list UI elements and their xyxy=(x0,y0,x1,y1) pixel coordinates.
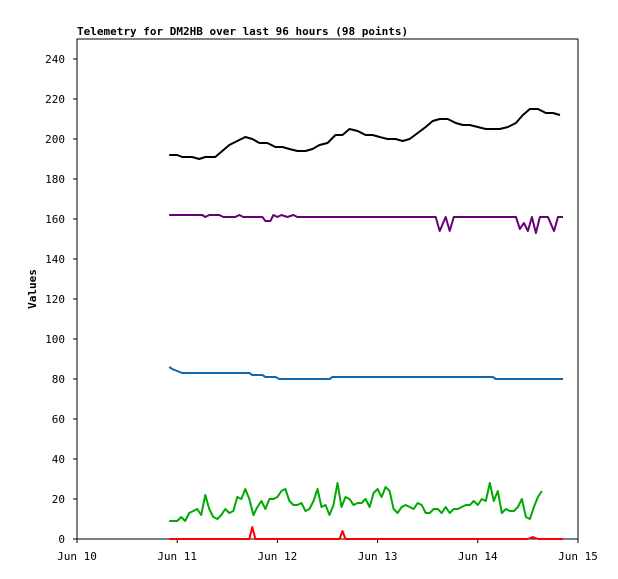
plot-area xyxy=(76,38,579,540)
series-line-2 xyxy=(169,214,563,234)
x-tick-label: Jun 15 xyxy=(558,550,598,563)
x-tick-label: Jun 10 xyxy=(57,550,97,563)
y-tick-label: 60 xyxy=(52,413,65,426)
x-tick-label: Jun 13 xyxy=(358,550,398,563)
y-axis-label: Values xyxy=(26,269,39,309)
y-tick-label: 80 xyxy=(52,373,65,386)
y-tick-label: 180 xyxy=(45,173,65,186)
y-tick-label: 40 xyxy=(52,453,65,466)
chart-title: Telemetry for DM2HB over last 96 hours (… xyxy=(77,25,408,38)
y-axis: 0 20 40 60 80 100 120 140 160 180 200 220 240 xyxy=(45,53,77,546)
y-tick-label: 220 xyxy=(45,93,65,106)
y-tick-label: 160 xyxy=(45,213,65,226)
series-line-3 xyxy=(168,366,563,380)
y-tick-label: 100 xyxy=(45,333,65,346)
x-axis: Jun 10 Jun 11 Jun 12 Jun 13 Jun 14 Jun 15 xyxy=(57,539,598,563)
y-tick-label: 240 xyxy=(45,53,65,66)
y-tick-label: 0 xyxy=(58,533,65,546)
x-tick-label: Jun 14 xyxy=(458,550,498,563)
series-layer xyxy=(168,108,563,540)
y-tick-label: 20 xyxy=(52,493,65,506)
series-line-4 xyxy=(169,482,543,522)
x-tick-label: Jun 11 xyxy=(157,550,197,563)
y-tick-label: 120 xyxy=(45,293,65,306)
series-line-5 xyxy=(169,526,563,540)
series-line-1 xyxy=(169,108,561,160)
x-tick-label: Jun 12 xyxy=(258,550,298,563)
y-tick-label: 200 xyxy=(45,133,65,146)
y-tick-label: 140 xyxy=(45,253,65,266)
